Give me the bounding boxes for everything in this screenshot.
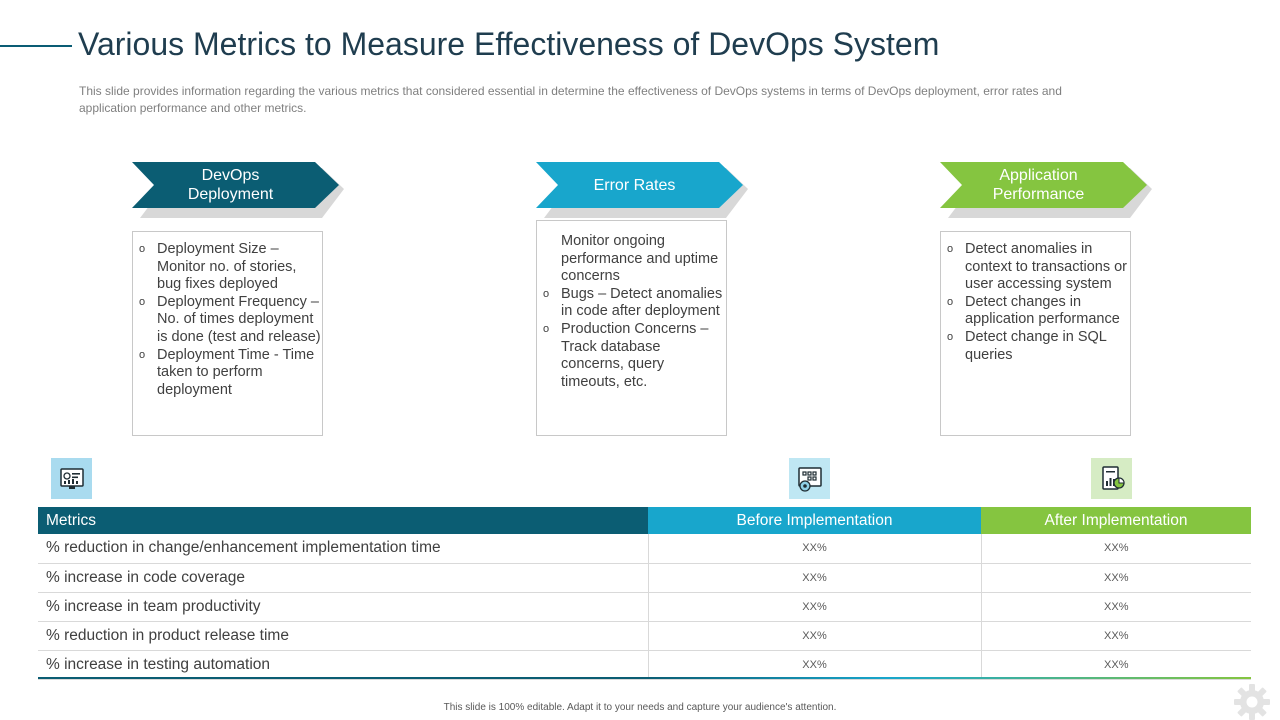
- after-value: XX%: [981, 592, 1251, 622]
- card-application-performance: o Detect anomalies in context to transact…: [940, 231, 1131, 436]
- column-heading: DevOps Deployment: [187, 167, 274, 203]
- list-item: o Detect anomalies in context to transact…: [947, 241, 1127, 293]
- list-item: o Detect change in SQL queries: [947, 328, 1107, 363]
- header-arrow-error-rates: Error Rates: [536, 160, 748, 218]
- before-value: XX%: [648, 592, 982, 622]
- card-error-rates: Monitor ongoing performance and uptime c…: [536, 220, 727, 436]
- metric-name: % increase in team productivity: [38, 592, 649, 622]
- arrow-shape: [132, 162, 344, 218]
- list-item: Monitor ongoing performance and uptime c…: [561, 233, 719, 285]
- bullet-icon: o: [947, 330, 954, 343]
- bullet-icon: o: [543, 287, 550, 300]
- report-chart-icon: [1091, 458, 1132, 499]
- metrics-table: Metrics Before Implementation After Impl…: [38, 507, 1251, 680]
- bullet-icon: o: [947, 243, 954, 255]
- header-metrics: Metrics: [38, 507, 648, 534]
- column-heading: Application Performance: [992, 167, 1085, 203]
- header-arrow-application-performance: Application Performance: [940, 160, 1152, 218]
- list-item: o Detect changes in application performan…: [947, 293, 1120, 328]
- bullet-icon: o: [139, 243, 146, 255]
- after-value: XX%: [981, 650, 1251, 680]
- table-header-row: Metrics Before Implementation After Impl…: [38, 507, 1251, 534]
- list-item: o Deployment Time - Time taken to perform…: [139, 346, 315, 398]
- header-before-implementation: Before Implementation: [648, 507, 981, 534]
- header-after-implementation: After Implementation: [981, 507, 1251, 534]
- column-heading: Error Rates: [593, 176, 676, 194]
- title-accent-line: [0, 45, 72, 47]
- after-value: XX%: [981, 534, 1251, 564]
- arrow-shape: [940, 162, 1152, 218]
- page-title: Various Metrics to Measure Effectiveness…: [78, 26, 940, 62]
- metric-name: % increase in code coverage: [38, 563, 649, 593]
- table-row: % increase in code coverage XX% XX%: [38, 563, 1251, 593]
- table-row: % increase in team productivity XX% XX%: [38, 592, 1251, 622]
- dashboard-icon: [51, 458, 92, 499]
- bullet-icon: o: [139, 348, 146, 361]
- header-arrow-devops-deployment: DevOps Deployment: [132, 160, 344, 218]
- page-subtitle: This slide provides information regardin…: [79, 84, 1062, 115]
- table-row: % reduction in product release time XX% …: [38, 621, 1251, 651]
- before-value: XX%: [648, 534, 982, 564]
- table-row: % reduction in change/enhancement implem…: [38, 534, 1251, 564]
- list-item: o Deployment Frequency – No. of times dep…: [139, 293, 321, 345]
- metric-name: % reduction in product release time: [38, 621, 649, 651]
- gear-icon[interactable]: [1232, 682, 1272, 720]
- table-bottom-gradient-line: [38, 677, 1251, 679]
- card-devops-deployment: o Deployment Size – Monitor no. of storie…: [132, 231, 323, 436]
- table-row: % increase in testing automation XX% XX%: [38, 650, 1251, 680]
- before-value: XX%: [648, 563, 982, 593]
- list-item: o Deployment Size – Monitor no. of storie…: [139, 241, 297, 293]
- bullet-icon: o: [543, 322, 550, 335]
- metric-name: % reduction in change/enhancement implem…: [38, 534, 649, 564]
- after-value: XX%: [981, 563, 1251, 593]
- bullet-icon: o: [947, 295, 954, 308]
- after-value: XX%: [981, 621, 1251, 651]
- code-settings-icon: [789, 458, 830, 499]
- footer-note: This slide is 100% editable. Adapt it to…: [443, 702, 837, 713]
- before-value: XX%: [648, 650, 982, 680]
- list-item: o Bugs – Detect anomalies in code after d…: [543, 285, 723, 320]
- metric-name: % increase in testing automation: [38, 650, 649, 680]
- bullet-icon: o: [139, 295, 146, 308]
- arrow-shape: [536, 162, 748, 218]
- before-value: XX%: [648, 621, 982, 651]
- list-item: o Production Concerns – Track database co…: [543, 320, 709, 390]
